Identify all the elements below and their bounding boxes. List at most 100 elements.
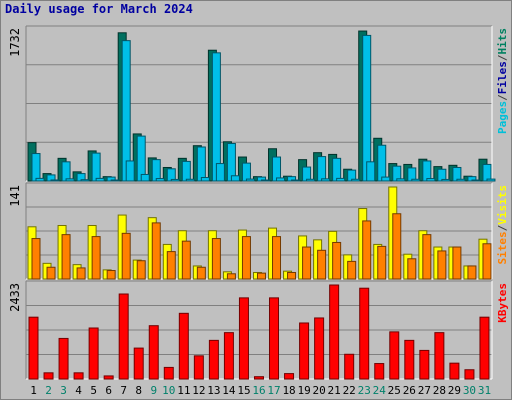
bar-kbytes-day-6 bbox=[103, 375, 114, 380]
bar-pages-day-29 bbox=[456, 178, 466, 182]
bar-kbytes-day-29 bbox=[449, 362, 460, 380]
bar-sites-day-18 bbox=[287, 271, 297, 280]
bar-kbytes-day-30 bbox=[464, 369, 475, 380]
bar-pages-day-18 bbox=[291, 179, 301, 182]
bar-sites-day-15 bbox=[241, 236, 251, 280]
bar-pages-day-5 bbox=[95, 177, 105, 182]
tick-label-day-17: 17 bbox=[267, 384, 280, 397]
max-label: 141 bbox=[8, 185, 22, 207]
bar-files-day-24 bbox=[377, 144, 387, 182]
legend-item-2: Files bbox=[496, 61, 509, 94]
bar-files-day-3 bbox=[61, 161, 71, 182]
bar-sites-day-30 bbox=[467, 265, 477, 280]
bar-sites-day-19 bbox=[302, 246, 312, 280]
legend-item-4: Hits bbox=[496, 28, 509, 55]
tick-label-day-6: 6 bbox=[105, 384, 112, 397]
bar-pages-day-28 bbox=[441, 178, 451, 182]
bar-sites-day-16 bbox=[256, 272, 266, 280]
tick-label-day-9: 9 bbox=[150, 384, 157, 397]
tick-label-day-18: 18 bbox=[282, 384, 295, 397]
bar-pages-day-12 bbox=[200, 177, 210, 182]
bar-files-day-5 bbox=[91, 152, 101, 182]
tick-label-day-15: 15 bbox=[237, 384, 250, 397]
bar-sites-day-2 bbox=[46, 266, 56, 280]
tick-label-day-7: 7 bbox=[120, 384, 127, 397]
bar-kbytes-day-3 bbox=[58, 337, 69, 380]
tick-label-day-23: 23 bbox=[358, 384, 371, 397]
legend-item-3: / bbox=[496, 54, 509, 61]
tick-label-day-27: 27 bbox=[418, 384, 431, 397]
tick-label-day-14: 14 bbox=[222, 384, 236, 397]
tick-label-day-4: 4 bbox=[75, 384, 82, 397]
bar-pages-day-7 bbox=[125, 160, 135, 182]
legend-item-1: / bbox=[496, 94, 509, 101]
tick-label-day-28: 28 bbox=[433, 384, 446, 397]
bar-kbytes-day-16 bbox=[253, 376, 264, 380]
bar-files-day-7 bbox=[121, 40, 131, 182]
bar-sites-day-25 bbox=[392, 213, 402, 280]
bar-kbytes-day-22 bbox=[344, 353, 355, 380]
bar-kbytes-day-26 bbox=[404, 339, 415, 380]
bar-pages-day-22 bbox=[351, 178, 361, 182]
tick-label-day-24: 24 bbox=[373, 384, 387, 397]
bar-kbytes-day-21 bbox=[329, 284, 340, 380]
bar-files-day-21 bbox=[332, 157, 342, 182]
bar-kbytes-day-7 bbox=[118, 293, 129, 380]
tick-label-day-2: 2 bbox=[45, 384, 52, 397]
bar-pages-day-21 bbox=[336, 177, 346, 182]
bar-kbytes-day-10 bbox=[163, 366, 174, 380]
bar-pages-day-16 bbox=[260, 179, 270, 182]
bar-files-day-31 bbox=[482, 163, 492, 182]
bar-kbytes-day-17 bbox=[269, 297, 280, 380]
bar-kbytes-day-31 bbox=[479, 316, 490, 380]
tick-label-day-11: 11 bbox=[177, 384, 190, 397]
bar-sites-day-10 bbox=[166, 251, 176, 280]
bar-sites-day-29 bbox=[452, 246, 462, 280]
legend-item-1: / bbox=[496, 224, 509, 231]
tick-label-day-19: 19 bbox=[297, 384, 310, 397]
legend-item-0: KBytes bbox=[496, 283, 509, 323]
bar-pages-day-11 bbox=[185, 178, 195, 182]
bar-kbytes-day-14 bbox=[223, 332, 234, 380]
bar-sites-day-4 bbox=[76, 267, 86, 280]
bar-files-day-12 bbox=[196, 146, 206, 182]
bar-sites-day-23 bbox=[362, 220, 372, 280]
bar-pages-day-25 bbox=[396, 178, 406, 182]
bar-pages-day-8 bbox=[140, 173, 150, 182]
bar-sites-day-5 bbox=[91, 236, 101, 280]
tick-label-day-21: 21 bbox=[328, 384, 341, 397]
bar-sites-day-14 bbox=[226, 273, 236, 280]
bar-pages-day-15 bbox=[245, 178, 255, 182]
bar-sites-day-17 bbox=[272, 236, 282, 280]
bar-kbytes-day-28 bbox=[434, 332, 445, 380]
bar-pages-day-10 bbox=[170, 178, 180, 182]
bar-pages-day-13 bbox=[215, 163, 225, 182]
tick-label-day-1: 1 bbox=[30, 384, 37, 397]
legend: Sites/Visits bbox=[496, 185, 509, 265]
tick-label-day-31: 31 bbox=[478, 384, 491, 397]
bar-pages-day-31 bbox=[486, 178, 496, 182]
bar-pages-day-3 bbox=[65, 178, 75, 182]
tick-label-day-29: 29 bbox=[448, 384, 461, 397]
bar-kbytes-day-5 bbox=[88, 327, 99, 380]
legend-item-2: Visits bbox=[496, 185, 509, 225]
bar-files-day-11 bbox=[181, 160, 191, 182]
tick-label-day-16: 16 bbox=[252, 384, 265, 397]
tick-label-day-10: 10 bbox=[162, 384, 175, 397]
bar-files-day-9 bbox=[151, 159, 161, 182]
bar-sites-day-6 bbox=[106, 270, 116, 280]
bar-sites-day-20 bbox=[317, 249, 327, 280]
bar-kbytes-day-8 bbox=[133, 347, 144, 380]
bar-sites-day-26 bbox=[407, 258, 417, 280]
bar-kbytes-day-9 bbox=[148, 325, 159, 380]
bar-pages-day-2 bbox=[50, 179, 60, 182]
bar-sites-day-31 bbox=[482, 243, 492, 280]
bar-files-day-17 bbox=[272, 156, 282, 182]
bar-files-day-13 bbox=[211, 52, 221, 182]
tick-label-day-20: 20 bbox=[313, 384, 326, 397]
tick-label-day-8: 8 bbox=[135, 384, 142, 397]
tick-label-day-26: 26 bbox=[403, 384, 416, 397]
bar-pages-day-24 bbox=[381, 176, 391, 182]
